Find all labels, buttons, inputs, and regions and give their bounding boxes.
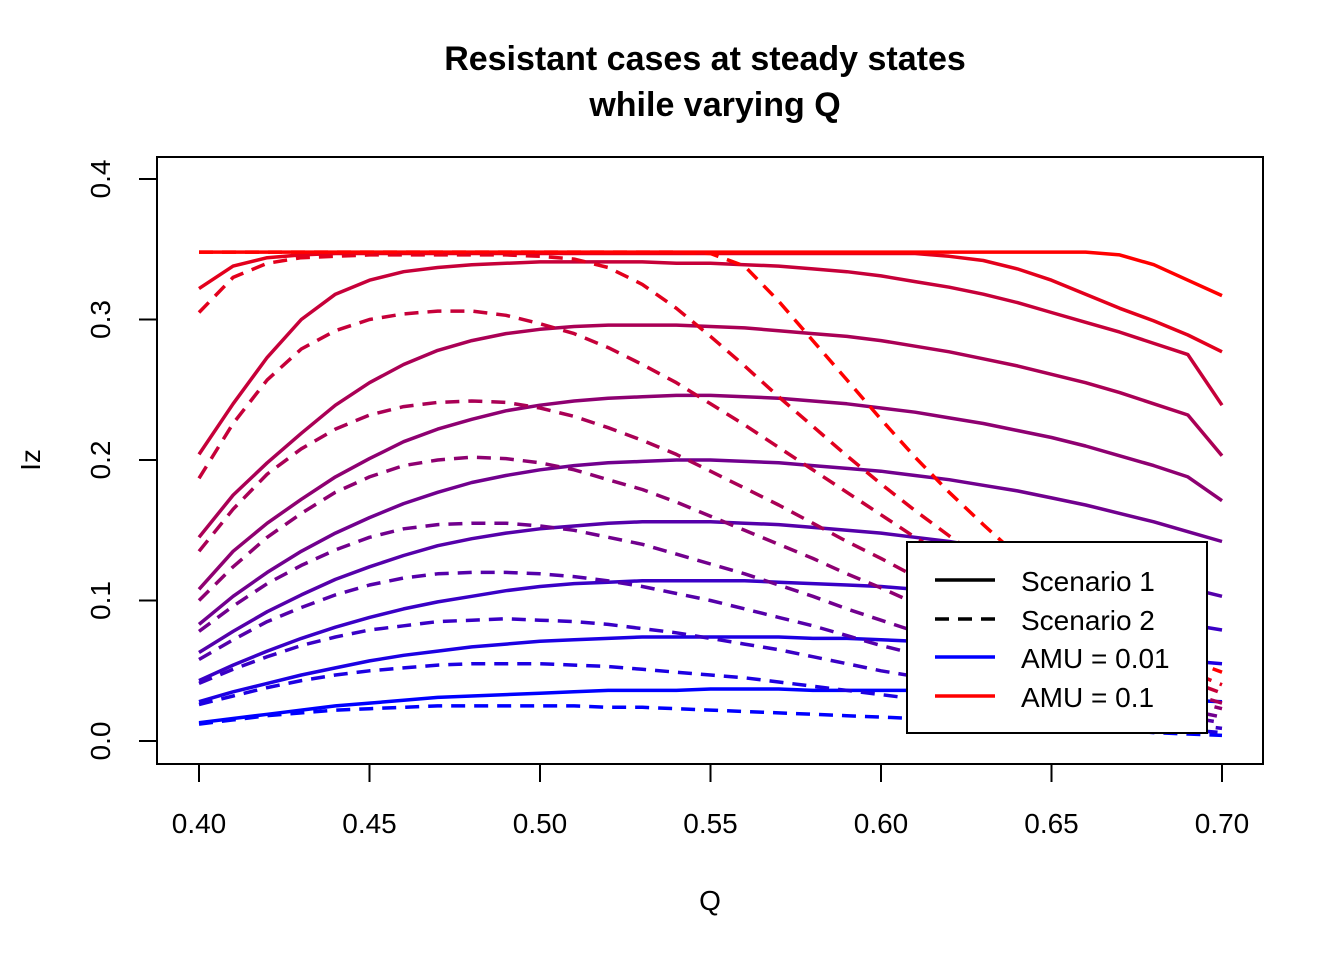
x-axis-label: Q xyxy=(699,885,721,916)
scenario-2-line-7 xyxy=(197,399,1223,705)
x-tick-label: 0.70 xyxy=(1195,808,1250,839)
scenario-2-line-8 xyxy=(197,309,1223,695)
x-tick-label: 0.40 xyxy=(172,808,227,839)
x-tick-label: 0.50 xyxy=(513,808,568,839)
legend-box xyxy=(906,541,1208,734)
y-tick-label: 0.0 xyxy=(85,722,116,761)
y-tick-label: 0.2 xyxy=(85,441,116,480)
scenario-1-line-7 xyxy=(197,323,1224,539)
scenario-2-line-9 xyxy=(197,253,1223,687)
y-tick-label: 0.3 xyxy=(85,300,116,339)
y-tick-label: 0.4 xyxy=(85,160,116,199)
legend-label-amu-high: AMU = 0.1 xyxy=(1021,682,1154,713)
legend: Scenario 1 Scenario 2 AMU = 0.01 AMU = 0… xyxy=(906,541,1208,734)
x-axis: 0.40 0.45 0.50 0.55 0.60 0.65 0.70 xyxy=(172,763,1250,839)
chart-title-line-2: while varying Q xyxy=(588,86,840,124)
y-axis-label: Iz xyxy=(15,449,46,471)
legend-label-scenario-1: Scenario 1 xyxy=(1021,566,1155,597)
legend-label-amu-low: AMU = 0.01 xyxy=(1021,643,1170,674)
y-tick-label: 0.1 xyxy=(85,581,116,620)
chart-title-line-1: Resistant cases at steady states xyxy=(444,40,966,78)
x-tick-label: 0.65 xyxy=(1024,808,1079,839)
scenario-1-line-6 xyxy=(197,393,1224,591)
y-axis: 0.0 0.1 0.2 0.3 0.4 xyxy=(85,160,158,761)
scenario-1-line-8 xyxy=(197,260,1224,456)
scenario-1-line-5 xyxy=(197,458,1223,626)
x-tick-label: 0.55 xyxy=(683,808,738,839)
legend-label-scenario-2: Scenario 2 xyxy=(1021,605,1155,636)
x-tick-label: 0.60 xyxy=(854,808,909,839)
x-tick-label: 0.45 xyxy=(342,808,397,839)
